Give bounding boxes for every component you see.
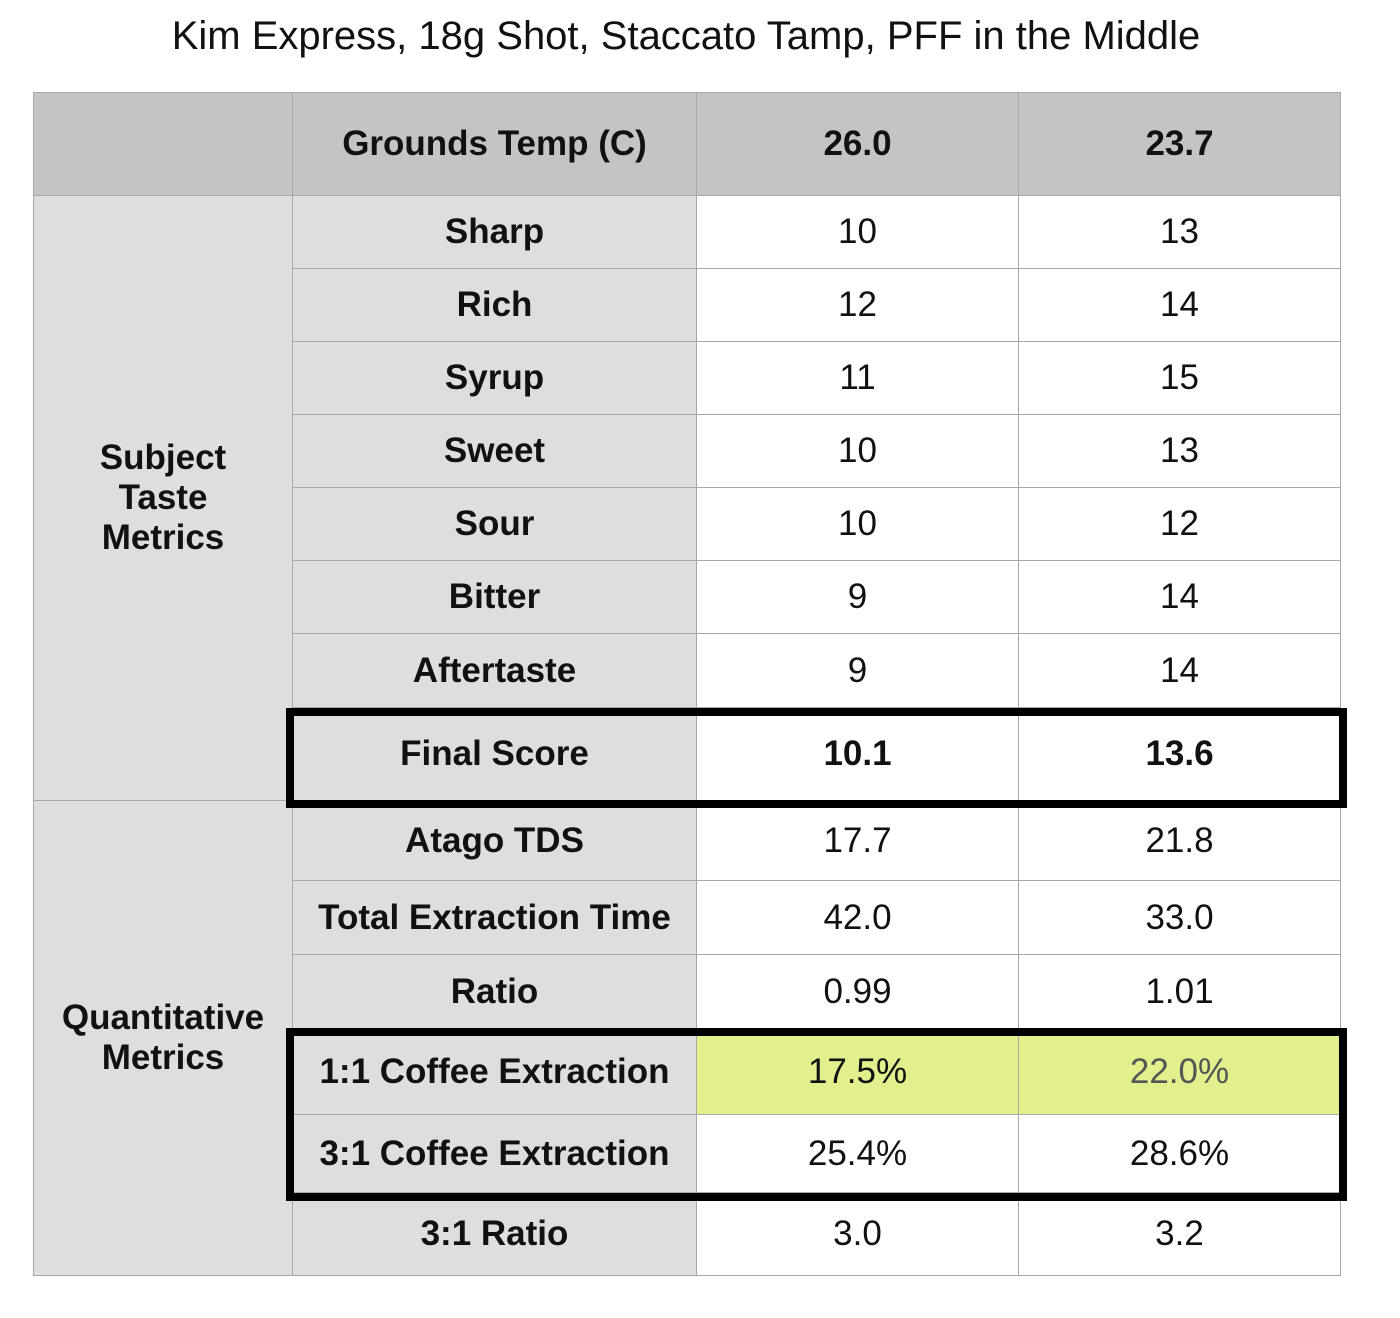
header-corner xyxy=(33,92,293,196)
cell-value: 12 xyxy=(696,268,1019,342)
row-label: Rich xyxy=(292,268,697,342)
metrics-table: Grounds Temp (C) 26.0 23.7 Subject Taste… xyxy=(33,92,1341,1276)
cell-value: 21.8 xyxy=(1018,800,1341,881)
cell-value: 25.4% xyxy=(696,1114,1019,1193)
cell-value: 28.6% xyxy=(1018,1114,1341,1193)
group-label-line: Metrics xyxy=(101,1038,225,1077)
table-row: 3:1 Coffee Extraction 25.4% 28.6% xyxy=(34,1114,1341,1193)
cell-value: 42.0 xyxy=(696,880,1019,955)
table-row: Bitter 9 14 xyxy=(34,560,1341,634)
cell-value: 10.1 xyxy=(696,707,1019,801)
cell-value: 15 xyxy=(1018,341,1341,415)
cell-value: 0.99 xyxy=(696,954,1019,1029)
row-label: Sharp xyxy=(292,195,697,269)
row-label: Bitter xyxy=(292,560,697,634)
row-label: 1:1 Coffee Extraction xyxy=(292,1028,697,1115)
table-row: 1:1 Coffee Extraction 17.5% 22.0% xyxy=(34,1028,1341,1115)
row-label: Sweet xyxy=(292,414,697,488)
row-label: Final Score xyxy=(292,707,697,801)
cell-value: 11 xyxy=(696,341,1019,415)
cell-value: 17.7 xyxy=(696,800,1019,881)
group-label-quantitative: Quantitative Metrics xyxy=(33,800,293,1276)
chart-title: Kim Express, 18g Shot, Staccato Tamp, PF… xyxy=(171,14,1201,58)
table-row: Syrup 11 15 xyxy=(34,341,1341,415)
cell-value: 12 xyxy=(1018,487,1341,561)
cell-value: 13 xyxy=(1018,195,1341,269)
row-label: 3:1 Coffee Extraction xyxy=(292,1114,697,1193)
row-label: Total Extraction Time xyxy=(292,880,697,955)
cell-value: 3.2 xyxy=(1018,1192,1341,1276)
table-row: Sweet 10 13 xyxy=(34,414,1341,488)
group-label-line: Taste xyxy=(118,478,208,517)
cell-value: 13.6 xyxy=(1018,707,1341,801)
row-label: Syrup xyxy=(292,341,697,415)
cell-value: 14 xyxy=(1018,633,1341,708)
table-row: Total Extraction Time 42.0 33.0 xyxy=(34,880,1341,955)
row-label: 3:1 Ratio xyxy=(292,1192,697,1276)
table-row: Subject Taste Metrics Sharp 10 13 xyxy=(33,195,1341,801)
group-label-line: Quantitative xyxy=(61,998,265,1037)
header-row: Grounds Temp (C) 26.0 23.7 xyxy=(33,92,1341,196)
group-label-line: Subject xyxy=(99,438,227,477)
cell-value: 33.0 xyxy=(1018,880,1341,955)
header-col-2: 23.7 xyxy=(1018,92,1341,196)
cell-value: 14 xyxy=(1018,560,1341,634)
cell-value: 1.01 xyxy=(1018,954,1341,1029)
table-row: Ratio 0.99 1.01 xyxy=(34,954,1341,1029)
row-label: Ratio xyxy=(292,954,697,1029)
cell-value: 10 xyxy=(696,487,1019,561)
cell-value: 10 xyxy=(696,195,1019,269)
group-label-line: Metrics xyxy=(101,518,225,557)
cell-value: 14 xyxy=(1018,268,1341,342)
cell-value: 13 xyxy=(1018,414,1341,488)
group-label-taste: Subject Taste Metrics xyxy=(33,195,293,801)
table-row: 3:1 Ratio 3.0 3.2 xyxy=(34,1192,1341,1276)
cell-value: 10 xyxy=(696,414,1019,488)
table-row: Quantitative Metrics Atago TDS 17.7 21.8 xyxy=(33,800,1341,1276)
cell-value-highlighted: 17.5% xyxy=(696,1028,1019,1115)
table-row: Aftertaste 9 14 xyxy=(34,633,1341,708)
row-label: Aftertaste xyxy=(292,633,697,708)
header-col-1: 26.0 xyxy=(696,92,1019,196)
row-label: Sour xyxy=(292,487,697,561)
table-row: Sour 10 12 xyxy=(34,487,1341,561)
header-label: Grounds Temp (C) xyxy=(292,92,697,196)
cell-value: 9 xyxy=(696,633,1019,708)
cell-value: 3.0 xyxy=(696,1192,1019,1276)
row-label: Atago TDS xyxy=(292,800,697,881)
cell-value: 9 xyxy=(696,560,1019,634)
table-row: Rich 12 14 xyxy=(34,268,1341,342)
cell-value-highlighted: 22.0% xyxy=(1018,1028,1341,1115)
